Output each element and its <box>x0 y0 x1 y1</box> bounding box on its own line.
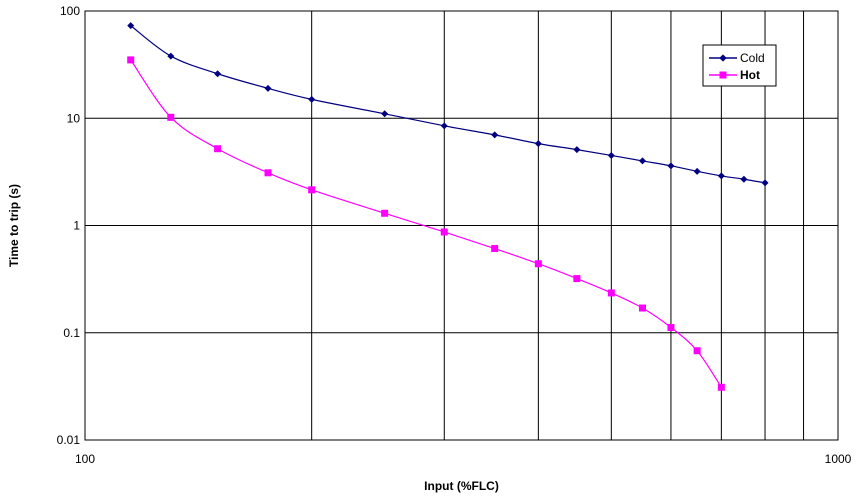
data-point-hot <box>638 304 646 312</box>
data-point-hot <box>693 347 701 355</box>
data-point-hot <box>167 113 175 121</box>
legend-label-hot: Hot <box>740 68 760 82</box>
data-point-cold <box>638 157 646 165</box>
data-point-cold <box>127 22 135 30</box>
legend: Cold Hot <box>702 44 777 87</box>
data-point-cold <box>264 84 272 92</box>
data-point-hot <box>264 169 272 177</box>
series-hot <box>127 56 725 391</box>
data-point-cold <box>607 151 615 159</box>
data-point-cold <box>214 70 222 78</box>
x-tick-label: 100 <box>75 452 95 466</box>
data-point-cold <box>740 175 748 183</box>
data-point-cold <box>534 140 542 148</box>
data-point-hot <box>607 289 615 297</box>
data-point-cold <box>717 172 725 180</box>
data-point-hot <box>573 275 581 283</box>
x-axis-ticks: 100 1000 <box>75 452 852 466</box>
data-point-hot <box>534 260 542 268</box>
series-line-cold <box>130 25 766 184</box>
data-point-hot <box>127 56 135 64</box>
x-axis-title: Input (%FLC) <box>424 479 499 493</box>
legend-label-cold: Cold <box>740 51 765 65</box>
x-tick-label: 1000 <box>825 452 852 466</box>
y-tick-label: 1 <box>73 219 80 233</box>
data-point-hot <box>667 323 675 331</box>
y-tick-label: 10 <box>67 111 81 125</box>
data-point-hot <box>308 186 316 194</box>
series-layer <box>127 22 769 391</box>
data-point-cold <box>440 122 448 130</box>
series-cold <box>127 22 769 187</box>
y-tick-label: 0.1 <box>63 326 80 340</box>
data-point-cold <box>308 95 316 103</box>
data-point-hot <box>214 145 222 153</box>
y-axis-title: Time to trip (s) <box>7 184 21 267</box>
data-point-hot <box>717 383 725 391</box>
data-point-hot <box>440 228 448 236</box>
data-point-cold <box>667 162 675 170</box>
data-point-cold <box>167 52 175 60</box>
legend-box <box>702 44 777 87</box>
data-point-cold <box>761 179 769 187</box>
y-tick-label: 0.01 <box>57 433 81 447</box>
plot-area-frame <box>84 10 839 441</box>
y-tick-label: 100 <box>60 4 80 18</box>
data-point-cold <box>381 110 389 118</box>
data-point-hot <box>491 245 499 253</box>
data-point-cold <box>693 167 701 175</box>
data-point-cold <box>491 131 499 139</box>
legend-marker-hot <box>719 71 727 79</box>
data-point-cold <box>573 146 581 154</box>
series-line-hot <box>130 59 722 388</box>
data-point-hot <box>381 209 389 217</box>
y-axis-ticks: 0.01 0.1 1 10 100 <box>57 4 81 447</box>
